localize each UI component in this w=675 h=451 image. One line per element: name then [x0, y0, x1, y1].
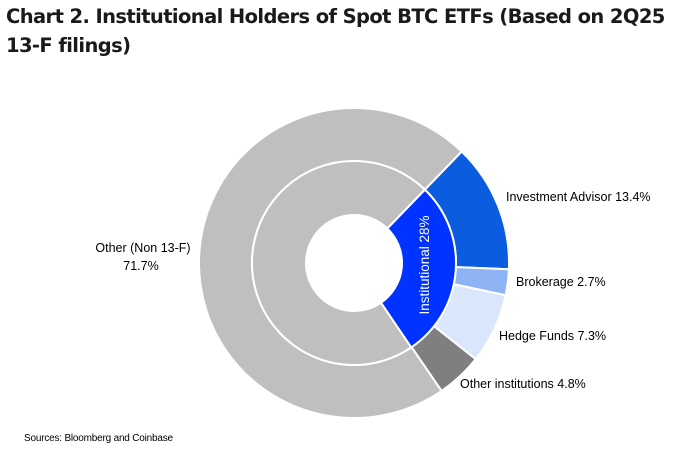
chart-title: Chart 2. Institutional Holders of Spot B…	[6, 5, 665, 57]
center-hole	[306, 215, 402, 311]
hedge-funds-label: Hedge Funds 7.3%	[499, 329, 606, 343]
source-note: Sources: Bloomberg and Coinbase	[24, 433, 173, 444]
other-non13f-label-line2: 71.7%	[123, 259, 158, 273]
investment-advisor-label: Investment Advisor 13.4%	[506, 190, 651, 204]
other-institutions-label: Other institutions 4.8%	[460, 377, 586, 391]
inner-ring	[251, 160, 457, 366]
institutional-label: Institutional 28%	[417, 215, 432, 314]
brokerage-label: Brokerage 2.7%	[516, 275, 606, 289]
other-non13f-label-line1: Other (Non 13-F)	[95, 241, 190, 255]
